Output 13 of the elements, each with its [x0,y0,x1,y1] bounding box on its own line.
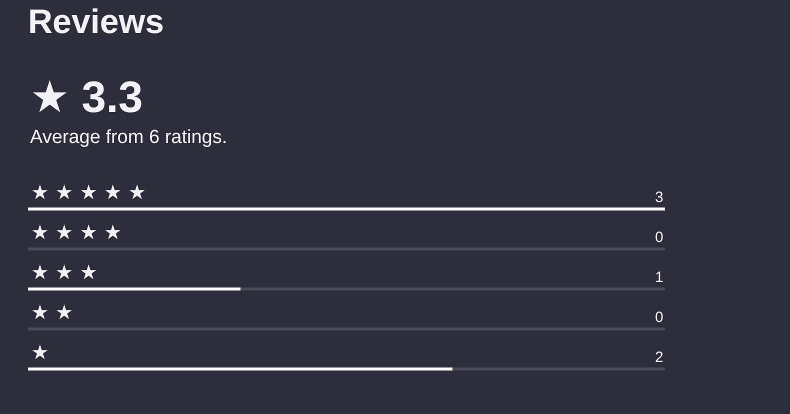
y-tick-label: ★ ★ [31,300,74,324]
chart-title: Reviews [28,2,164,41]
text: Average from 6 ratings. [30,127,228,148]
y-tick-label: ★ ★ ★ [31,260,98,284]
y-tick-label: ★ ★ ★ ★ ★ [31,180,146,204]
data-label: 2 [655,349,664,366]
y-tick-label: ★ ★ ★ ★ [31,220,122,244]
data-label: 1 [655,269,664,286]
data-label: 0 [655,309,664,326]
chart-subtitle: ★ 3.3 [30,73,143,122]
data-label: 0 [655,229,664,246]
data-label: 3 [655,189,664,206]
y-tick-label: ★ [31,340,49,364]
